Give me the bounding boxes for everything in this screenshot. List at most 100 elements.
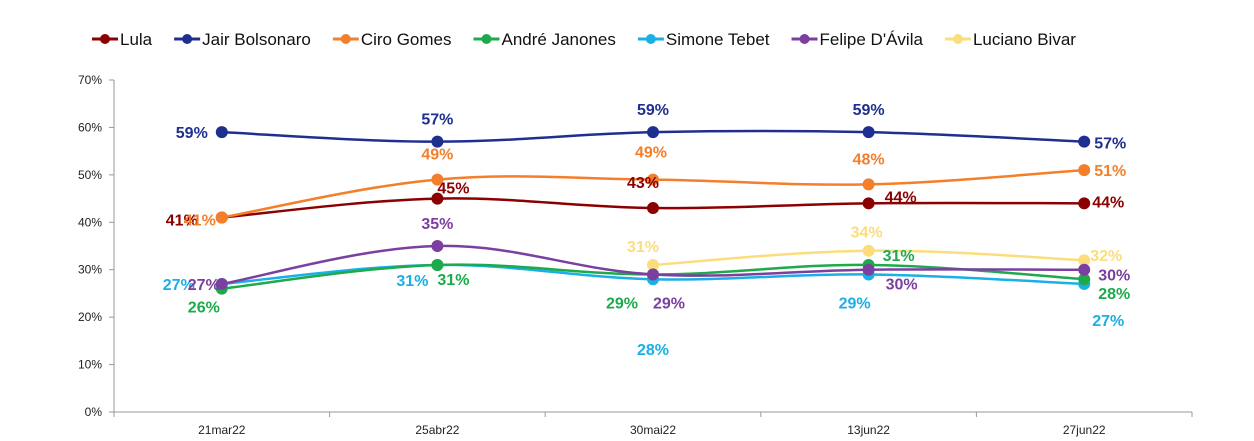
series-jair-bolsonaro (215, 126, 1091, 148)
data-label: 29% (653, 295, 685, 312)
y-tick-label: 50% (78, 168, 102, 182)
data-label: 29% (606, 295, 638, 312)
data-point (431, 173, 444, 186)
series-lines (215, 126, 1091, 295)
x-tick-label: 30mai22 (630, 423, 676, 437)
legend-item-lula: Lula (92, 30, 153, 49)
data-labels: 41%45% 43%44% 44%59%57%59% 59%57%41%49% 49% 4… (163, 102, 1130, 359)
data-point (215, 277, 228, 290)
data-label: 28% (1098, 286, 1130, 303)
legend-label: Luciano Bivar (973, 30, 1076, 49)
labels-jair-bolsonaro: 59% 57% 59% 59% 57% (176, 102, 1126, 152)
data-point (1078, 164, 1091, 177)
data-point (1078, 197, 1091, 210)
data-label: 31% (883, 248, 915, 265)
data-label: 49% (635, 145, 667, 162)
data-point (862, 197, 875, 210)
data-label: 27% (163, 277, 195, 294)
legend-swatch-marker (952, 34, 963, 44)
data-point (647, 126, 659, 139)
data-point (862, 263, 875, 276)
legend-label: Simone Tebet (666, 30, 770, 49)
labels-simone-tebet: 27% 31% 28% 29% 27% (163, 273, 1124, 359)
series-felipe-d-avila (215, 240, 1091, 290)
legend-label: André Janones (502, 30, 616, 49)
legend: Lula Jair Bolsonaro Ciro Gomes André Janone… (92, 30, 1076, 49)
y-tick-label: 20% (78, 310, 102, 324)
data-label: 49% (421, 147, 453, 164)
data-label: 43% (627, 175, 659, 192)
legend-swatch-marker (645, 34, 656, 44)
data-point (1078, 135, 1091, 148)
data-point (647, 202, 659, 215)
data-label: 30% (1098, 268, 1130, 285)
axes: 0% 10% 20% 30% 40% 50% 60% 70% 21mar22 25abr22 30m… (78, 73, 1193, 437)
data-label: 41% (184, 213, 216, 230)
y-tick-label: 30% (78, 263, 102, 277)
data-label: 41% (166, 213, 198, 230)
data-label: 27% (1092, 313, 1124, 330)
data-label: 31% (437, 272, 469, 289)
data-label: 48% (853, 151, 885, 168)
data-label: 44% (1092, 194, 1124, 211)
x-tick-label: 21mar22 (198, 423, 246, 437)
data-label: 35% (421, 216, 453, 233)
data-point (647, 258, 659, 271)
data-label: 27% (188, 277, 220, 294)
series-ciro-gomes (215, 164, 1091, 224)
data-label: 51% (1094, 163, 1126, 180)
legend-swatch-marker (182, 34, 193, 44)
legend-item-simone-tebet: Simone Tebet (637, 30, 770, 49)
legend-swatch-marker (340, 34, 351, 44)
data-label: 31% (627, 239, 659, 256)
labels-lula: 41% 45% 43% 44% 44% (166, 175, 1124, 229)
legend-swatch-marker (100, 34, 110, 44)
y-tick-label: 0% (85, 405, 103, 419)
legend-swatch-marker (481, 34, 492, 44)
labels-andre-janones: 26% 31% 29% 31% 28% (188, 248, 1130, 317)
legend-item-felipe-d-avila: Felipe D'Ávila (791, 30, 924, 49)
data-label: 31% (396, 273, 428, 290)
data-point (1078, 273, 1091, 286)
data-label: 30% (886, 277, 918, 294)
data-point (431, 240, 444, 252)
data-label: 57% (1094, 136, 1126, 153)
data-point (862, 178, 875, 191)
data-point (647, 173, 659, 186)
series-luciano-bivar (647, 244, 1091, 271)
legend-item-luciano-bivar: Luciano Bivar (944, 30, 1076, 49)
data-label: 28% (637, 342, 669, 359)
legend-item-ciro-gomes: Ciro Gomes (332, 30, 452, 49)
data-label: 29% (839, 295, 871, 312)
data-label: 59% (637, 102, 669, 119)
labels-ciro-gomes: 41% 49% 49% 48% 51% (184, 145, 1126, 230)
legend-item-andre-janones: André Janones (473, 30, 616, 49)
legend-label: Felipe D'Ávila (820, 30, 924, 49)
data-point (647, 268, 659, 281)
legend-item-jair-bolsonaro: Jair Bolsonaro (174, 30, 311, 49)
x-tick-label: 13jun22 (847, 423, 890, 437)
series-lula (215, 192, 1091, 224)
legend-label: Lula (120, 30, 153, 49)
data-label: 26% (188, 300, 220, 317)
data-point (431, 135, 444, 148)
data-label: 59% (176, 125, 208, 142)
data-point (431, 192, 444, 205)
y-tick-label: 70% (78, 73, 102, 87)
data-point (1078, 263, 1091, 276)
data-label: 57% (421, 112, 453, 129)
x-tick-label: 25abr22 (415, 423, 459, 437)
labels-felipe-d-avila: 27% 35% 29% 30% 30% (188, 216, 1130, 312)
legend-swatch-marker (799, 34, 810, 44)
legend-label: Ciro Gomes (361, 30, 452, 49)
x-tick-label: 27jun22 (1063, 423, 1106, 437)
data-point (215, 126, 228, 139)
data-point (862, 126, 875, 139)
y-tick-label: 10% (78, 358, 102, 372)
data-label: 45% (437, 181, 469, 198)
labels-luciano-bivar: 31%34%32% (627, 225, 1122, 265)
y-tick-label: 60% (78, 120, 102, 134)
y-tick-label: 40% (78, 215, 102, 229)
